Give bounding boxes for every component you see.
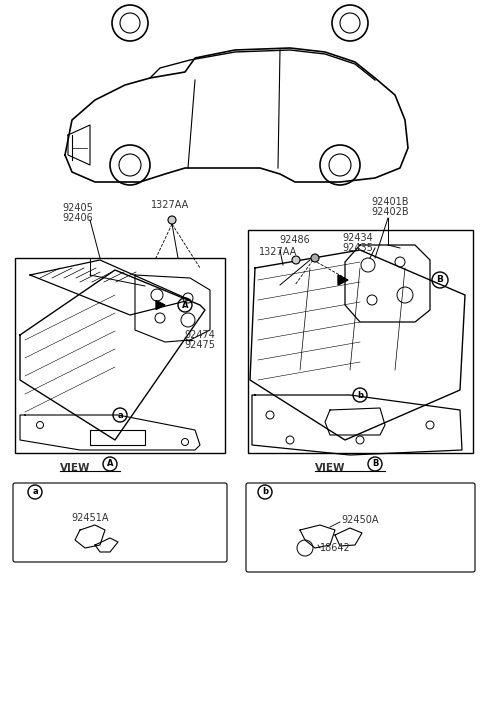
Text: a: a bbox=[117, 410, 123, 419]
Circle shape bbox=[168, 216, 176, 224]
Text: A: A bbox=[107, 460, 113, 469]
FancyBboxPatch shape bbox=[13, 483, 227, 562]
Text: A: A bbox=[182, 301, 188, 309]
Text: VIEW: VIEW bbox=[315, 463, 345, 473]
Text: 18642: 18642 bbox=[320, 543, 350, 553]
Text: 92405: 92405 bbox=[62, 203, 94, 213]
Text: 92475: 92475 bbox=[184, 340, 216, 350]
Text: 92486: 92486 bbox=[280, 235, 311, 245]
Text: VIEW: VIEW bbox=[60, 463, 90, 473]
Polygon shape bbox=[156, 301, 165, 309]
Bar bbox=[15, 258, 225, 453]
Text: B: B bbox=[372, 460, 378, 469]
Circle shape bbox=[292, 256, 300, 264]
Text: B: B bbox=[437, 275, 444, 285]
Bar bbox=[15, 485, 225, 560]
Bar bbox=[248, 230, 473, 453]
Text: 1327AA: 1327AA bbox=[151, 200, 189, 210]
Polygon shape bbox=[338, 275, 348, 285]
Text: a: a bbox=[32, 488, 38, 496]
Circle shape bbox=[311, 254, 319, 262]
Text: 92435: 92435 bbox=[343, 243, 373, 253]
FancyBboxPatch shape bbox=[246, 483, 475, 572]
Text: 1327AA: 1327AA bbox=[259, 247, 297, 257]
Text: 92401B: 92401B bbox=[371, 197, 409, 207]
Text: b: b bbox=[357, 390, 363, 400]
Text: b: b bbox=[262, 488, 268, 496]
Text: 92450A: 92450A bbox=[341, 515, 379, 525]
Text: 92402B: 92402B bbox=[371, 207, 409, 217]
Text: 92406: 92406 bbox=[62, 213, 94, 223]
Text: 92434: 92434 bbox=[343, 233, 373, 243]
Text: 92474: 92474 bbox=[185, 330, 216, 340]
Text: 92451A: 92451A bbox=[71, 513, 109, 523]
